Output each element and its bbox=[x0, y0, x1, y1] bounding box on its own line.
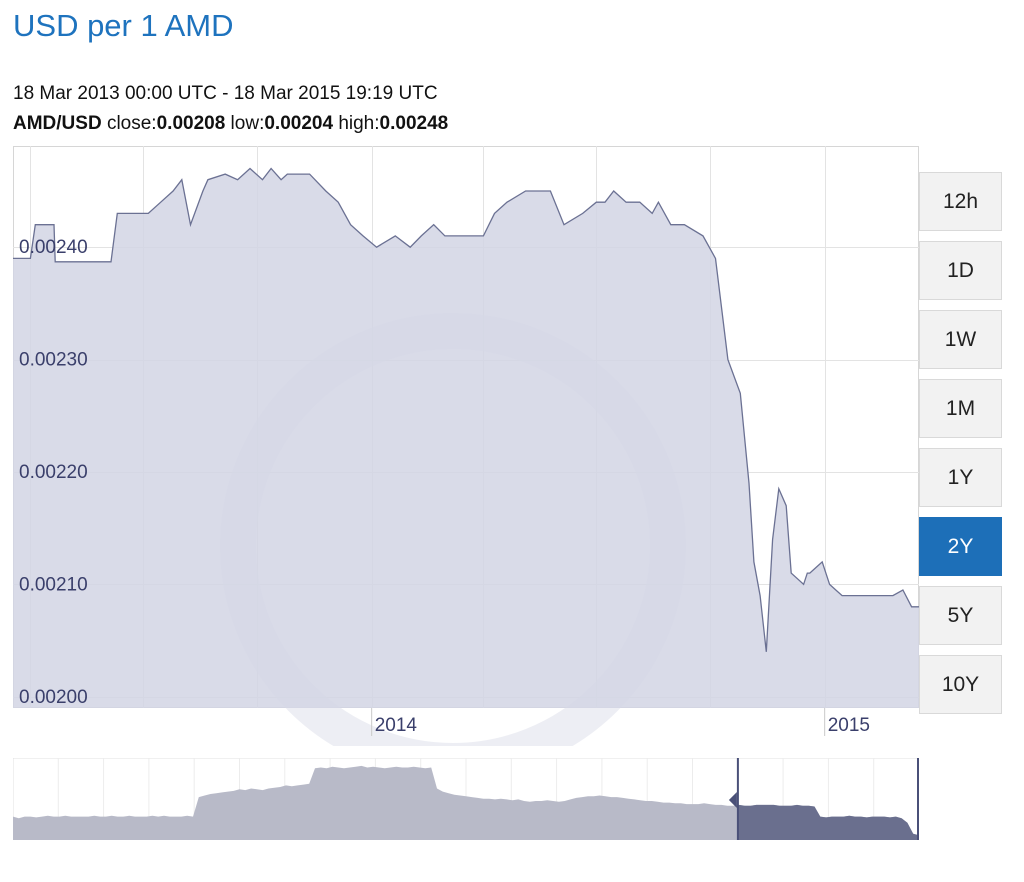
navigator-svg[interactable] bbox=[12, 757, 927, 841]
time-range-selector: 12h 1D 1W 1M 1Y 2Y 5Y 10Y bbox=[919, 172, 1002, 724]
y-tick-label: 0.00210 bbox=[19, 574, 88, 595]
high-label: high: bbox=[333, 113, 380, 134]
range-button-1y[interactable]: 1Y bbox=[919, 448, 1002, 507]
close-label: close: bbox=[101, 113, 157, 134]
rate-area bbox=[13, 168, 919, 708]
date-range: 18 Mar 2013 00:00 UTC - 18 Mar 2015 19:1… bbox=[13, 83, 438, 104]
x-tick-label: 2015 bbox=[828, 715, 870, 736]
range-button-2y[interactable]: 2Y bbox=[919, 517, 1002, 576]
x-tick-label: 2014 bbox=[375, 715, 418, 736]
y-tick-label: 0.00220 bbox=[19, 462, 88, 483]
y-tick-label: 0.00200 bbox=[19, 687, 88, 708]
close-value: 0.00208 bbox=[156, 113, 226, 134]
y-tick-label: 0.00240 bbox=[19, 237, 88, 258]
range-button-1d[interactable]: 1D bbox=[919, 241, 1002, 300]
range-button-5y[interactable]: 5Y bbox=[919, 586, 1002, 645]
range-button-12h[interactable]: 12h bbox=[919, 172, 1002, 231]
range-button-10y[interactable]: 10Y bbox=[919, 655, 1002, 714]
chart-svg[interactable]: 0.00200 0.00210 0.00220 0.00230 0.00240 2014 2… bbox=[13, 146, 919, 746]
y-tick-label: 0.00230 bbox=[19, 350, 88, 371]
navigator-left-handle[interactable] bbox=[728, 792, 737, 808]
range-button-1m[interactable]: 1M bbox=[919, 379, 1002, 438]
range-button-1w[interactable]: 1W bbox=[919, 310, 1002, 369]
rate-line bbox=[13, 167, 919, 652]
rate-chart[interactable]: 0.00200 0.00210 0.00220 0.00230 0.00240 2014 2… bbox=[13, 146, 919, 746]
low-label: low: bbox=[225, 113, 265, 134]
page-title: USD per 1 AMD bbox=[13, 8, 234, 43]
high-value: 0.00248 bbox=[379, 113, 449, 134]
range-navigator[interactable] bbox=[12, 757, 927, 841]
currency-pair: AMD/USD bbox=[13, 113, 102, 134]
navigator-area bbox=[13, 765, 919, 840]
rate-summary: AMD/USD close:0.00208 low:0.00204 high:0… bbox=[13, 113, 448, 135]
low-value: 0.00204 bbox=[264, 113, 334, 134]
navigator-selected-area bbox=[737, 804, 919, 840]
